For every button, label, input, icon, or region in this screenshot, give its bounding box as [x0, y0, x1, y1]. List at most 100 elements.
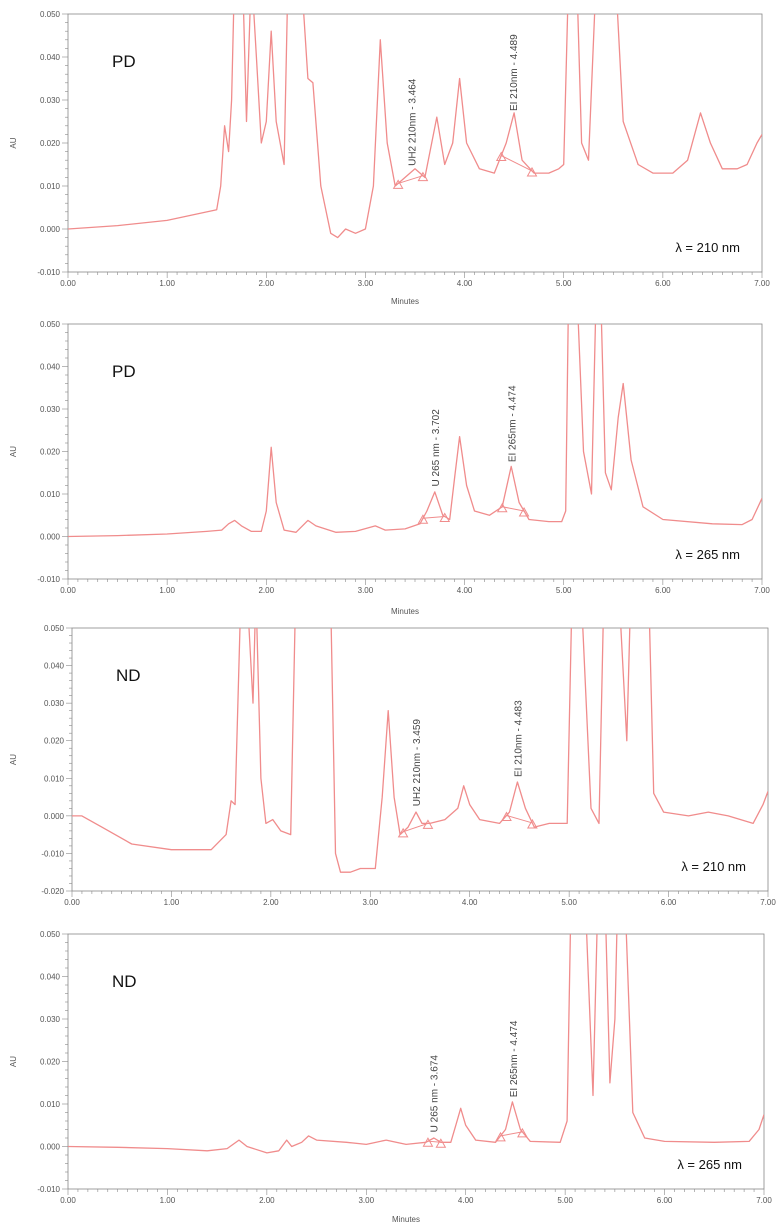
x-tick-label: 0.00: [64, 898, 80, 907]
panel-label: PD: [112, 362, 136, 381]
y-tick-label: 0.050: [40, 10, 61, 19]
peak-annotation: EI 265nm - 4.474: [508, 385, 519, 462]
peak-marker-triangle: [526, 166, 538, 177]
integration-baseline: [402, 822, 429, 833]
y-tick-label: -0.010: [37, 575, 60, 584]
peak-marker-triangle: [417, 171, 429, 182]
integration-baseline: [502, 506, 525, 512]
peak-marker-triangle: [526, 818, 538, 829]
x-axis-title: Minutes: [391, 607, 419, 616]
chromatogram-panel-1: 0.00 1.00 2.00 3.00 4.00 5.00 6.00 7.00 -0.010 0.…: [9, 10, 770, 306]
y-tick-label: 0.050: [40, 320, 61, 329]
integration-baseline: [397, 175, 424, 184]
x-tick-label: 7.00: [756, 1196, 772, 1205]
peak-annotation: U 265 nm - 3.674: [429, 1055, 440, 1133]
peak-marker-triangle: [496, 502, 508, 513]
y-tick-label: 0.000: [40, 533, 61, 542]
peak-marker-triangle: [439, 512, 451, 522]
x-tick-label: 5.00: [556, 279, 572, 288]
y-tick-label: -0.010: [41, 849, 64, 858]
peak-marker-triangle: [495, 151, 507, 162]
chromatogram-trace: [68, 934, 764, 1154]
integration-baseline: [500, 1131, 523, 1137]
x-tick-label: 2.00: [258, 586, 274, 595]
y-tick-label: 0.020: [40, 1058, 61, 1067]
chromatogram-panel-2: 0.00 1.00 2.00 3.00 4.00 5.00 6.00 7.00 -0.010 0.…: [9, 320, 770, 616]
integration-baseline: [422, 515, 445, 519]
peak-marker-triangle: [392, 179, 404, 189]
y-axis-title: AU: [9, 754, 18, 765]
y-tick-label: 0.040: [40, 53, 61, 62]
y-tick-label: -0.010: [37, 268, 60, 277]
peak-marker-triangle: [435, 1138, 447, 1148]
wavelength-label: λ = 210 nm: [675, 240, 740, 255]
x-tick-label: 7.00: [760, 898, 776, 907]
x-tick-label: 5.00: [561, 898, 577, 907]
panel-label: PD: [112, 52, 136, 71]
y-tick-label: 0.030: [40, 96, 61, 105]
y-tick-label: 0.050: [44, 624, 65, 633]
peak-marker-triangle: [517, 1127, 528, 1138]
x-tick-label: 2.00: [263, 898, 279, 907]
chromatogram-panel-4: 0.00 1.00 2.00 3.00 4.00 5.00 6.00 7.00 -0.010 0.…: [9, 930, 772, 1224]
y-axis-title: AU: [9, 446, 18, 457]
chromatogram-panel-3: 0.00 1.00 2.00 3.00 4.00 5.00 6.00 7.00 -0.020 -0…: [9, 624, 776, 907]
y-tick-label: 0.010: [40, 182, 61, 191]
y-tick-label: 0.000: [40, 225, 61, 234]
y-axis-title: AU: [9, 1056, 18, 1067]
y-tick-label: 0.020: [40, 139, 61, 148]
wavelength-label: λ = 265 nm: [675, 547, 740, 562]
x-tick-label: 0.00: [60, 279, 76, 288]
y-tick-label: 0.040: [44, 662, 65, 671]
x-tick-label: 2.00: [259, 1196, 275, 1205]
x-tick-label: 5.00: [556, 586, 572, 595]
panel-label: ND: [116, 666, 141, 685]
y-tick-label: 0.000: [40, 1143, 61, 1152]
y-tick-label: 0.030: [40, 1015, 61, 1024]
y-tick-label: 0.050: [40, 930, 61, 939]
x-tick-label: 6.00: [655, 279, 671, 288]
y-tick-label: 0.040: [40, 973, 61, 982]
integration-baseline: [501, 155, 533, 172]
x-tick-label: 1.00: [164, 898, 180, 907]
x-tick-label: 1.00: [160, 1196, 176, 1205]
peak-annotation: UH2 210nm - 3.459: [412, 719, 423, 807]
x-tick-label: 6.00: [657, 1196, 673, 1205]
peak-annotation: UH2 210nm - 3.464: [407, 78, 418, 166]
y-tick-label: 0.030: [40, 405, 61, 414]
x-tick-label: 4.00: [457, 586, 473, 595]
chromatogram-trace: [68, 14, 762, 239]
peak-annotation: EI 210nm - 4.489: [509, 34, 520, 111]
x-tick-label: 6.00: [661, 898, 677, 907]
x-tick-label: 7.00: [754, 586, 770, 595]
y-axis-title: AU: [9, 137, 18, 148]
peak-annotation: EI 265nm - 4.474: [509, 1020, 520, 1097]
x-tick-label: 3.00: [358, 586, 374, 595]
peak-marker-triangle: [417, 514, 429, 524]
y-tick-label: 0.020: [44, 737, 65, 746]
x-tick-label: 4.00: [458, 1196, 474, 1205]
x-tick-label: 7.00: [754, 279, 770, 288]
y-tick-label: 0.010: [44, 774, 65, 783]
peak-marker-triangle: [397, 827, 409, 838]
peak-marker-triangle: [422, 819, 434, 829]
chromatogram-trace: [68, 324, 762, 538]
x-tick-label: 3.00: [358, 1196, 374, 1205]
wavelength-label: λ = 265 nm: [677, 1157, 742, 1172]
x-axis-title: Minutes: [391, 297, 419, 306]
x-tick-label: 4.00: [462, 898, 478, 907]
y-tick-label: 0.030: [44, 699, 65, 708]
chromatogram-trace: [72, 628, 768, 873]
integration-baseline: [506, 815, 533, 824]
peak-annotation: EI 210nm - 4.483: [514, 700, 525, 777]
x-tick-label: 3.00: [358, 279, 374, 288]
peak-marker-triangle: [501, 811, 512, 821]
x-tick-label: 0.00: [60, 586, 76, 595]
y-tick-label: -0.020: [41, 887, 64, 896]
x-tick-label: 3.00: [362, 898, 378, 907]
x-tick-label: 2.00: [258, 279, 274, 288]
wavelength-label: λ = 210 nm: [681, 859, 746, 874]
y-tick-label: 0.000: [44, 812, 65, 821]
peak-marker-triangle: [518, 506, 530, 517]
